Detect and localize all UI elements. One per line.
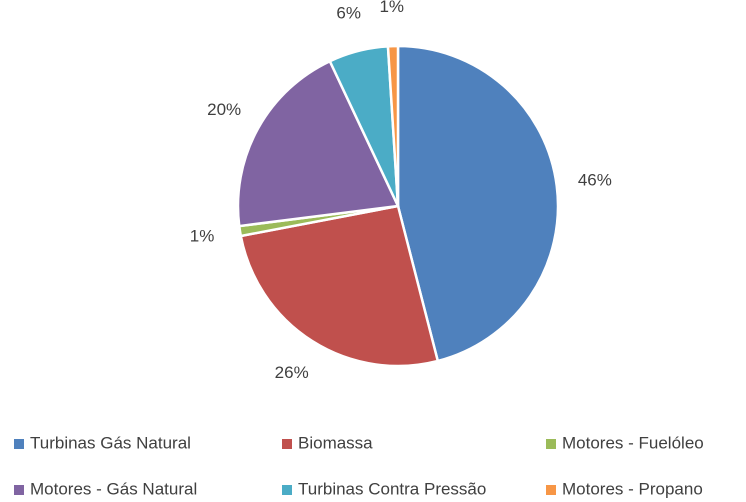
data-label: 6% bbox=[336, 3, 361, 22]
legend-swatch bbox=[546, 485, 556, 495]
legend-label: Turbinas Gás Natural bbox=[30, 433, 191, 452]
legend-swatch bbox=[546, 439, 556, 449]
legend-swatch bbox=[282, 485, 292, 495]
legend-label: Motores - Gás Natural bbox=[30, 479, 197, 498]
data-label: 20% bbox=[207, 100, 241, 119]
data-label: 1% bbox=[190, 227, 215, 246]
pie-slice bbox=[386, 44, 400, 207]
legend-swatch bbox=[282, 439, 292, 449]
legend-label: Motores - Propano bbox=[562, 479, 703, 498]
legend-swatch bbox=[14, 485, 24, 495]
pie-slice bbox=[236, 59, 400, 228]
data-label: 26% bbox=[275, 363, 309, 382]
pie-slice bbox=[396, 44, 560, 363]
legend-swatch bbox=[14, 439, 24, 449]
legend-label: Turbinas Contra Pressão bbox=[298, 479, 486, 498]
data-label: 46% bbox=[578, 171, 612, 190]
pie-slice bbox=[239, 204, 440, 368]
legend-label: Motores - Fuelóleo bbox=[562, 433, 704, 452]
legend-label: Biomassa bbox=[298, 433, 373, 452]
data-label: 1% bbox=[379, 0, 404, 16]
